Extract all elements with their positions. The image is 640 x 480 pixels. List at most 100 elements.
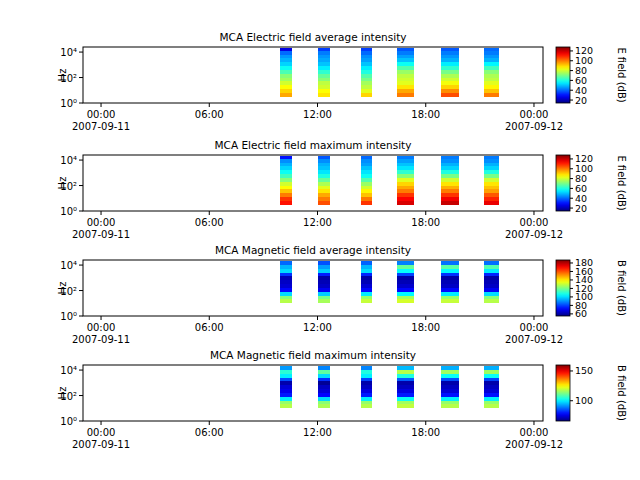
cell <box>280 166 291 170</box>
cell <box>361 170 372 174</box>
cell <box>361 299 372 303</box>
cell <box>441 401 459 405</box>
cells <box>280 48 499 97</box>
cell <box>397 381 414 385</box>
cell <box>361 81 372 85</box>
cell <box>318 66 331 70</box>
cell <box>318 401 331 405</box>
cell <box>484 366 499 370</box>
cell <box>361 62 372 66</box>
y-label: Hz <box>57 177 68 190</box>
colorbar-tick-label: 40 <box>575 193 587 204</box>
cell <box>361 178 372 182</box>
cell <box>484 58 499 62</box>
y-label: Hz <box>57 282 68 295</box>
cell <box>361 189 372 193</box>
colorbar <box>556 155 570 211</box>
cell <box>441 186 459 190</box>
title: MCA Electric field average intensity <box>220 31 407 43</box>
x-tick-label: 00:002007-09-11 <box>72 322 130 345</box>
y-tick-label: 10⁰ <box>60 206 77 217</box>
cell <box>361 156 372 158</box>
cell <box>484 74 499 78</box>
x-tick-label-line: 18:00 <box>411 322 440 333</box>
cell <box>318 193 331 197</box>
cell <box>280 197 291 201</box>
cell <box>361 78 372 82</box>
colorbar-tick <box>570 279 573 280</box>
colorbar-tick <box>570 296 573 297</box>
cell <box>280 389 291 393</box>
cell <box>280 66 291 70</box>
cell <box>397 186 414 190</box>
cell <box>280 178 291 182</box>
panel: MCA Magnetic field average intensity00:0… <box>57 244 627 345</box>
x-tick-label: 00:002007-09-12 <box>505 217 563 240</box>
y-tick <box>79 77 83 78</box>
cell <box>397 296 414 300</box>
cell <box>361 265 372 269</box>
cell <box>397 261 414 265</box>
cell <box>484 48 499 50</box>
x-tick-label-line: 18:00 <box>411 109 440 120</box>
colorbar-tick-label: 60 <box>575 75 587 86</box>
cell <box>318 163 331 167</box>
cell <box>397 197 414 201</box>
cell <box>280 393 291 397</box>
colorbar-tick-label: 80 <box>575 65 587 76</box>
cell <box>441 78 459 82</box>
cell <box>318 292 331 296</box>
cell <box>318 381 331 385</box>
cell <box>441 276 459 280</box>
cell <box>484 261 499 265</box>
cell <box>484 401 499 405</box>
colorbar-label: E field (dB) <box>616 155 627 210</box>
y-tick-label: 10⁴ <box>60 47 77 58</box>
cell <box>318 85 331 89</box>
y-label: Hz <box>57 69 68 82</box>
cell <box>397 170 414 174</box>
cell <box>361 74 372 78</box>
cell <box>397 81 414 85</box>
cell <box>441 189 459 193</box>
cell <box>441 166 459 170</box>
cell <box>280 156 291 158</box>
cell <box>280 265 291 269</box>
colorbar <box>556 365 570 421</box>
colorbar-tick <box>570 90 573 91</box>
cell <box>484 404 499 408</box>
cell <box>441 163 459 167</box>
cell <box>280 401 291 405</box>
cell <box>280 378 291 382</box>
title: MCA Magnetic field maximum intensity <box>210 349 416 361</box>
cell <box>361 401 372 405</box>
cell <box>280 370 291 374</box>
cell <box>397 378 414 382</box>
colorbar-tick <box>570 50 573 51</box>
figure: MCA Electric field average intensity 00:0… <box>0 0 640 480</box>
cell <box>361 51 372 55</box>
cell <box>397 89 414 93</box>
x-tick-label: 00:002007-09-12 <box>505 427 563 450</box>
x-tick-label-line: 2007-09-12 <box>505 121 563 132</box>
x-tick <box>425 316 426 320</box>
colorbar-tick <box>570 262 573 263</box>
x-tick <box>533 103 534 107</box>
cell <box>318 93 331 97</box>
cell <box>280 81 291 85</box>
x-tick <box>209 316 210 320</box>
cell <box>318 48 331 50</box>
colorbar-tick <box>570 198 573 199</box>
cell <box>280 189 291 193</box>
cell <box>441 261 459 265</box>
frame <box>83 365 543 421</box>
cell <box>397 78 414 82</box>
cell <box>484 269 499 273</box>
cell <box>397 85 414 89</box>
colorbar <box>556 47 570 103</box>
cell <box>280 261 291 265</box>
cell <box>441 85 459 89</box>
cell <box>397 166 414 170</box>
cell <box>484 66 499 70</box>
colorbar-tick <box>570 178 573 179</box>
